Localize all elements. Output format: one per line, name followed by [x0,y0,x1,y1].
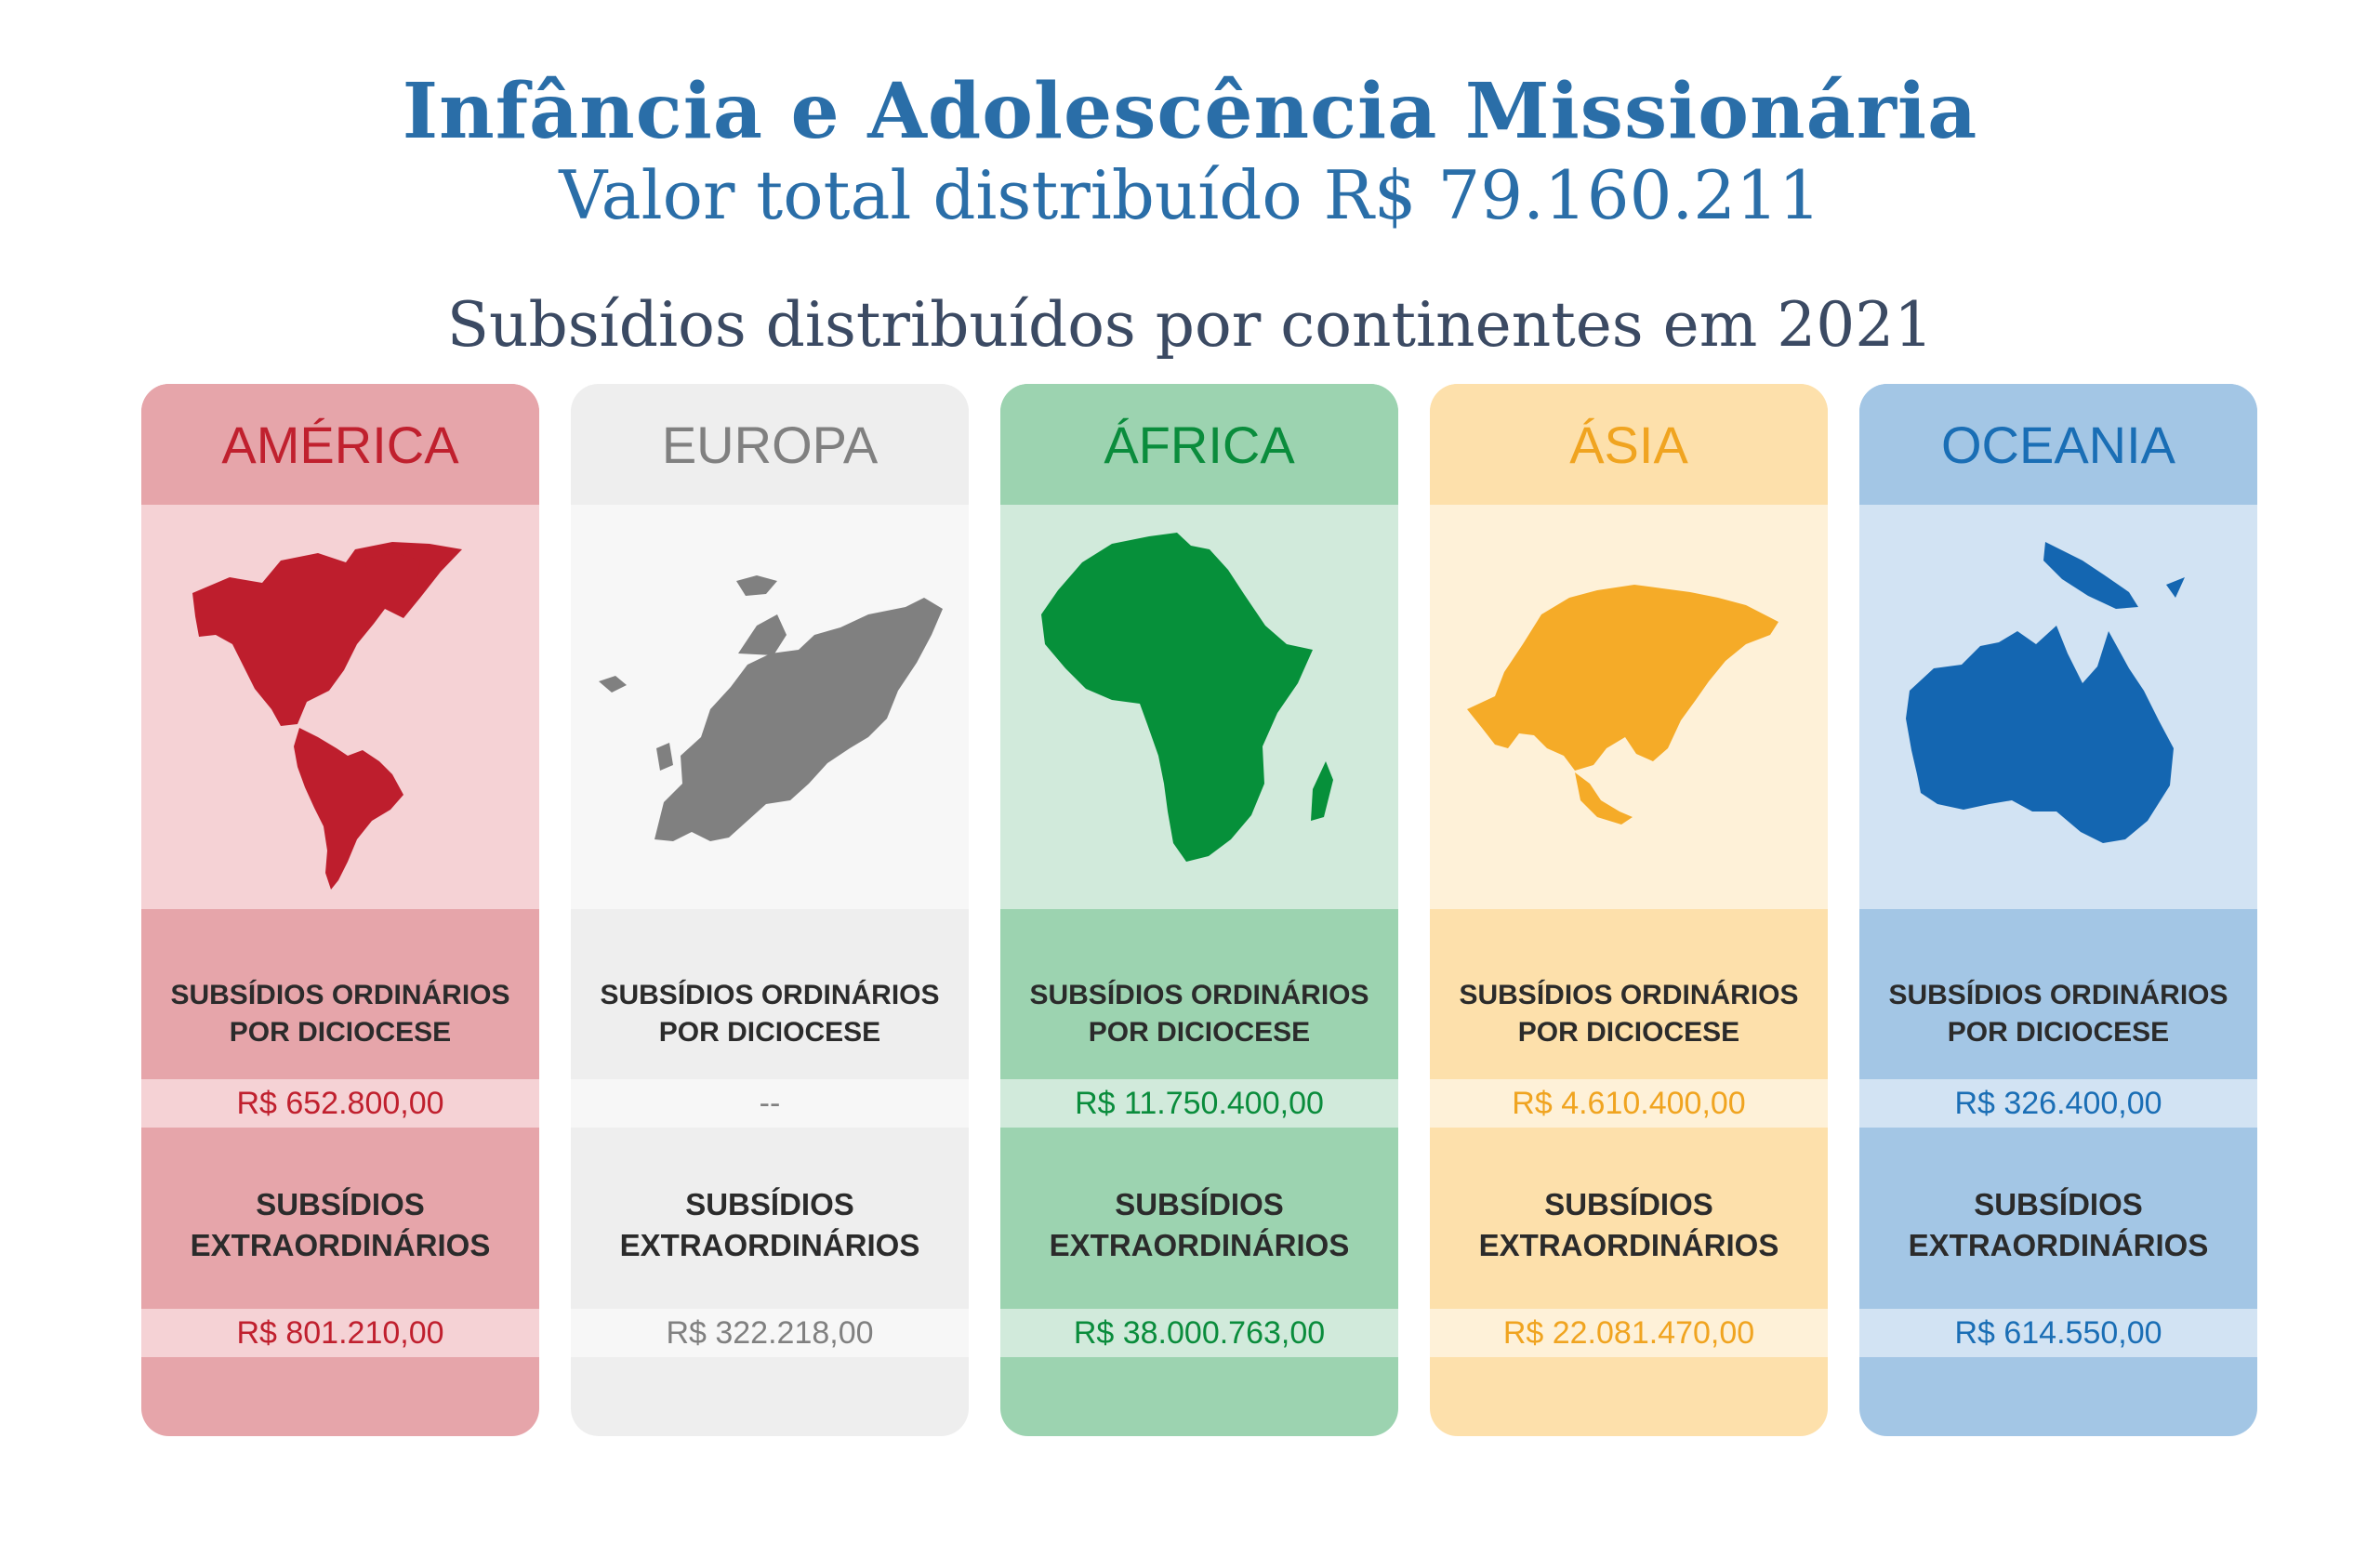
continent-name: AMÉRICA [141,384,539,505]
extraordinary-subsidies-label: SUBSÍDIOS EXTRAORDINÁRIOS [1478,1186,1779,1262]
extraordinary-subsidies-label: SUBSÍDIOS EXTRAORDINÁRIOS [190,1186,491,1262]
continent-card-europe: EUROPA SUBSÍDIOS ORDINÁRIOS POR DICIOCES… [571,384,969,1436]
map-area [141,505,539,909]
ordinary-subsidies-value: R$ 326.400,00 [1859,1079,2257,1128]
continent-name: ÁSIA [1430,384,1828,505]
ordinary-subsidies-value: R$ 4.610.400,00 [1430,1079,1828,1128]
map-area [1430,505,1828,909]
oceania-map-icon [1906,542,2185,843]
ordinary-subsidies-label: SUBSÍDIOS ORDINÁRIOS POR DICIOCESE [600,979,940,1048]
continent-name: OCEANIA [1859,384,2257,505]
africa-map-icon [1041,533,1333,862]
map-area [571,505,969,909]
americas-map-icon [192,542,462,890]
map-area [1859,505,2257,909]
extraordinary-subsidies-value: R$ 22.081.470,00 [1430,1309,1828,1357]
extraordinary-subsidies-label: SUBSÍDIOS EXTRAORDINÁRIOS [1908,1186,2209,1262]
continent-name: ÁFRICA [1000,384,1398,505]
continent-name: EUROPA [571,384,969,505]
ordinary-subsidies-label: SUBSÍDIOS ORDINÁRIOS POR DICIOCESE [1029,979,1369,1048]
total-value-subtitle: Valor total distribuído R$ 79.160.211 [559,156,1821,234]
map-area [1000,505,1398,909]
continent-card-africa: ÁFRICA SUBSÍDIOS ORDINÁRIOS POR DICIOCES… [1000,384,1398,1436]
extraordinary-subsidies-label: SUBSÍDIOS EXTRAORDINÁRIOS [1049,1186,1350,1262]
continent-card-asia: ÁSIA SUBSÍDIOS ORDINÁRIOS POR DICIOCESE … [1430,384,1828,1436]
section-title: Subsídios distribuídos por continentes e… [446,289,1934,361]
page-title: Infância e Adolescência Missionária [402,67,1978,156]
continent-card-america: AMÉRICA SUBSÍDIOS ORDINÁRIOS POR DICIOCE… [141,384,539,1436]
asia-map-icon [1467,585,1778,825]
ordinary-subsidies-value: R$ 11.750.400,00 [1000,1079,1398,1128]
extraordinary-subsidies-label: SUBSÍDIOS EXTRAORDINÁRIOS [619,1186,920,1262]
ordinary-subsidies-value: R$ 652.800,00 [141,1079,539,1128]
extraordinary-subsidies-value: R$ 38.000.763,00 [1000,1309,1398,1357]
ordinary-subsidies-label: SUBSÍDIOS ORDINÁRIOS POR DICIOCESE [1888,979,2228,1048]
continent-card-oceania: OCEANIA SUBSÍDIOS ORDINÁRIOS POR DICIOCE… [1859,384,2257,1436]
extraordinary-subsidies-value: R$ 614.550,00 [1859,1309,2257,1357]
europe-map-icon [599,575,943,841]
extraordinary-subsidies-value: R$ 801.210,00 [141,1309,539,1357]
ordinary-subsidies-label: SUBSÍDIOS ORDINÁRIOS POR DICIOCESE [170,979,510,1048]
extraordinary-subsidies-value: R$ 322.218,00 [571,1309,969,1357]
ordinary-subsidies-label: SUBSÍDIOS ORDINÁRIOS POR DICIOCESE [1459,979,1799,1048]
ordinary-subsidies-value: -- [571,1079,969,1128]
